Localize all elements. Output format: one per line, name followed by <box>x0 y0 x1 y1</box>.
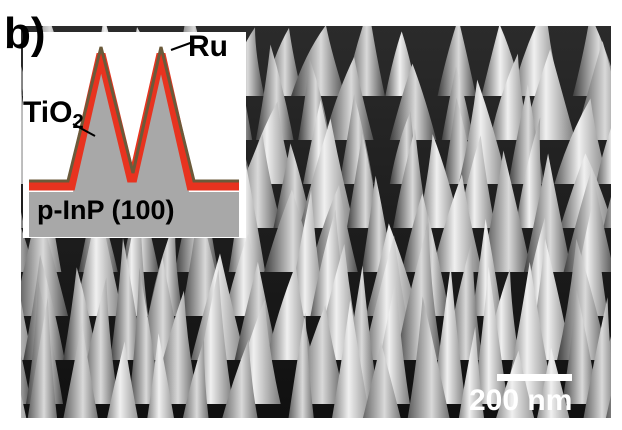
nanospike <box>458 79 508 184</box>
nanospike <box>21 394 27 418</box>
nanospike <box>395 222 443 360</box>
nanospike <box>471 218 502 316</box>
nanospike <box>273 143 313 228</box>
sem-micrograph <box>21 26 611 418</box>
inp-cones <box>29 62 239 237</box>
nanospike <box>21 300 34 360</box>
nanospike <box>63 322 98 418</box>
nanospike <box>523 153 572 272</box>
nanospike <box>323 56 374 140</box>
ru-label: Ru <box>188 30 228 63</box>
nanospike <box>458 326 485 418</box>
nanospike <box>362 342 401 418</box>
nanospike <box>583 297 611 418</box>
nanospike <box>182 339 209 418</box>
nanospike <box>265 264 314 360</box>
nanospike <box>603 196 611 228</box>
nanospike <box>288 312 314 418</box>
tio2-label-subscript: 2 <box>72 111 84 133</box>
nanospike <box>432 265 466 404</box>
nanospike <box>255 44 294 140</box>
panel-label: b) <box>4 9 46 58</box>
nanospike <box>107 341 138 418</box>
nanospike <box>110 237 143 360</box>
nanospike <box>291 26 346 96</box>
nanospike <box>389 63 437 140</box>
nanospike <box>563 167 611 272</box>
nanospike <box>431 174 483 272</box>
tio2-label: TiO2 <box>23 96 84 133</box>
nanospike <box>332 299 370 418</box>
nanospike <box>407 296 450 418</box>
nanospike <box>521 49 576 140</box>
tio2-pointer-line <box>72 123 96 137</box>
nanospike <box>27 297 58 418</box>
ru-layer <box>29 46 239 183</box>
nanospike <box>147 333 174 418</box>
nanospike <box>605 395 611 418</box>
substrate-label: p-InP (100) <box>37 195 175 225</box>
nanospike <box>537 347 570 418</box>
nanospike <box>557 238 609 360</box>
nanospike <box>437 26 477 96</box>
nanospike <box>473 266 508 404</box>
nanospike <box>74 202 123 316</box>
nanospike <box>554 98 610 184</box>
nanospike <box>228 157 266 272</box>
tio2-layer <box>29 52 239 191</box>
structure-inset: Ru TiO2 p-InP (100) <box>23 32 246 238</box>
nanospike <box>515 117 546 228</box>
nanospike <box>63 267 98 360</box>
nanospike <box>222 339 258 418</box>
nanospike <box>489 53 530 140</box>
nanospike <box>480 150 532 272</box>
scale-bar-label: 200 nm <box>469 384 573 417</box>
nanospike <box>128 267 161 404</box>
tio2-label-main: TiO <box>23 96 73 129</box>
nanospike <box>496 350 535 418</box>
ru-pointer-line <box>170 41 194 51</box>
nanospike <box>417 134 461 228</box>
scale-bar <box>497 374 572 381</box>
nanospike <box>595 128 611 184</box>
